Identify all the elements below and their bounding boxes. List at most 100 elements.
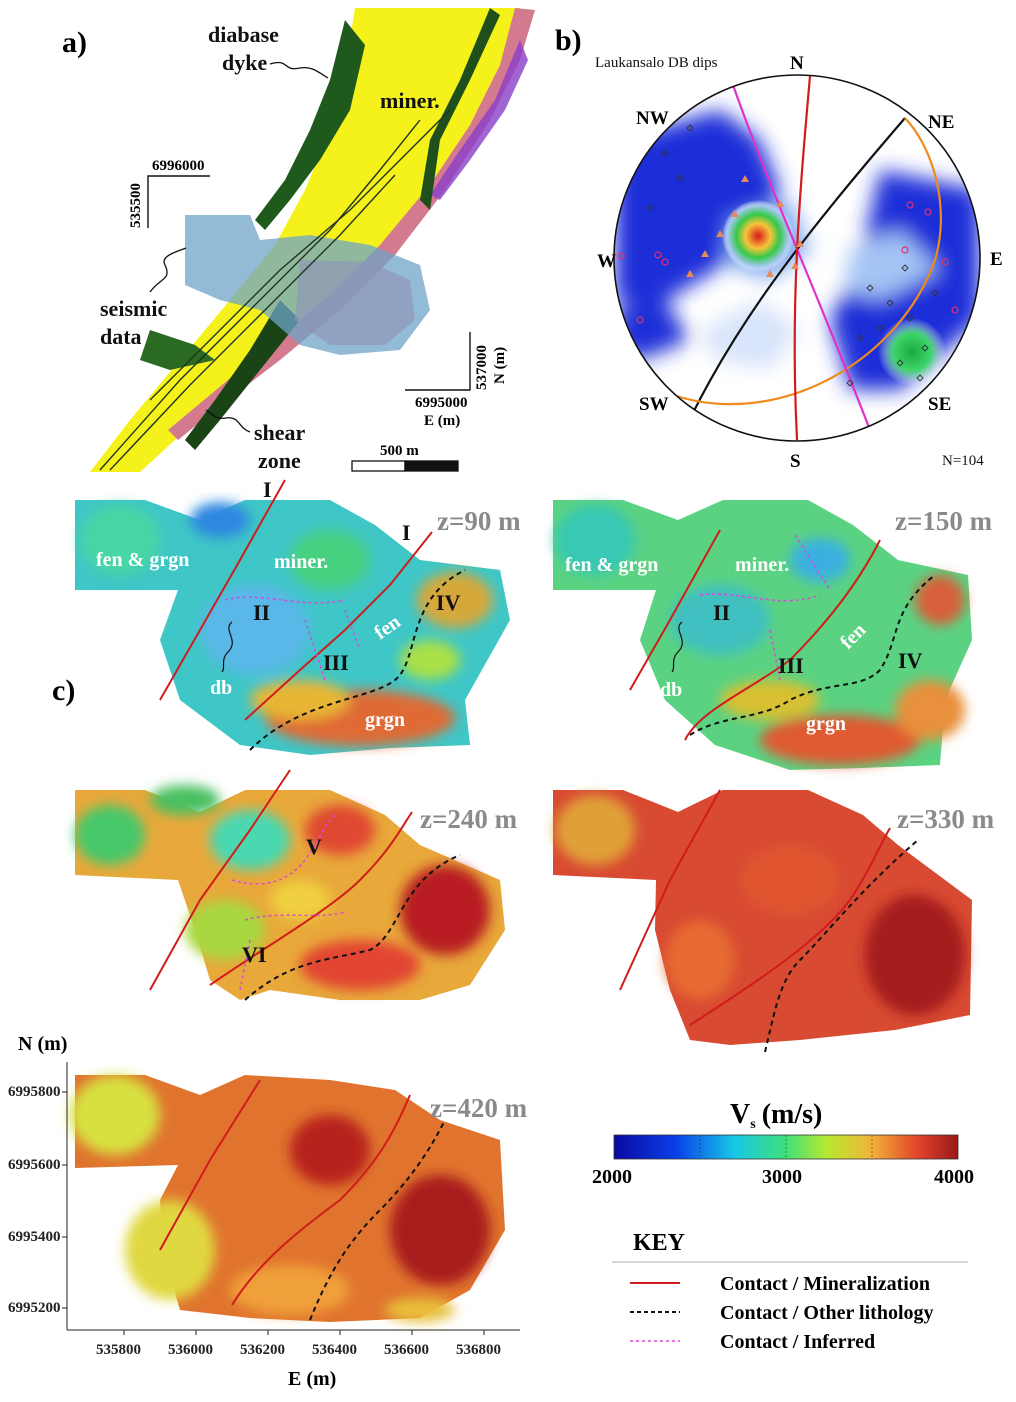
- depth-slice-z240: [75, 785, 505, 1000]
- label-I-west-z90: I: [263, 477, 272, 502]
- depth-slice-z420: [70, 1075, 505, 1322]
- contact-inferred-z150: [699, 534, 831, 681]
- x-tick-536200: 536200: [240, 1342, 285, 1358]
- label-I-east-z90: I: [402, 520, 411, 545]
- label-II-z90: II: [253, 600, 270, 625]
- label-VI-z240: VI: [242, 942, 266, 967]
- label-diabase: diabase: [208, 22, 279, 47]
- stereonet-density: [614, 75, 980, 441]
- density-maximum-2: [878, 318, 946, 386]
- contact-mineralization-east-z420: [231, 1094, 411, 1306]
- x-axis-title: E (m): [288, 1368, 336, 1390]
- label-data: data: [100, 324, 142, 349]
- coord-br-n: 537000: [474, 345, 490, 390]
- panel-c-letter: c): [52, 674, 75, 707]
- pole-count: N=104: [942, 453, 984, 469]
- contact-other-z150: [689, 574, 936, 736]
- depth-slice-z150: [553, 500, 972, 770]
- coord-tl-n: 535500: [128, 183, 144, 228]
- dir-nw: NW: [636, 108, 669, 129]
- dyke-3: [185, 300, 300, 450]
- contact-mineralization-east-z150: [684, 539, 881, 741]
- contact-other-z330: [764, 839, 919, 1053]
- density-maximum-1: [722, 200, 794, 272]
- seismic-leader: [149, 247, 187, 293]
- y-tick-6995400: 6995400: [8, 1229, 61, 1245]
- depth-label-z240: z=240 m: [420, 804, 518, 834]
- contact-mineralization-west-z330: [619, 789, 721, 991]
- great-circle-red: [793, 75, 812, 441]
- contact-other-z90: [249, 569, 466, 751]
- label-seismic: seismic: [100, 296, 167, 321]
- depth-slice-z90: [75, 500, 510, 755]
- dir-se: SE: [928, 394, 951, 415]
- coord-br-n-unit: N (m): [492, 347, 508, 384]
- label-grgn-z90: grgn: [365, 709, 405, 731]
- x-tick-536600: 536600: [384, 1342, 429, 1358]
- colorbar-tick-4000: 4000: [934, 1166, 974, 1188]
- contact-lines: [149, 479, 936, 1321]
- contact-mineralization-east-z330: [689, 827, 891, 1026]
- dyke-2: [420, 8, 500, 210]
- shear-zone-purple: [430, 40, 528, 200]
- key-title: KEY: [633, 1230, 685, 1256]
- label-miner-z150: miner.: [735, 554, 789, 576]
- contact-mineralization-east-z240: [209, 811, 413, 986]
- label-III-z150: III: [778, 653, 804, 678]
- key-legend: KEY Contact / Mineralization Contact / O…: [612, 1230, 968, 1353]
- label-fen-grgn-z90: fen & grgn: [96, 549, 189, 571]
- dyke-1: [255, 20, 365, 230]
- y-tick-6995200: 6995200: [8, 1300, 61, 1316]
- label-shear: shear: [254, 420, 306, 445]
- colorbar-title: Vs (m/s): [730, 1099, 822, 1132]
- scalebar-black: [404, 460, 459, 472]
- stereonet-circle: [613, 74, 981, 442]
- scalebar-white: [351, 460, 406, 472]
- coord-corner-tl: [147, 175, 210, 228]
- db-leader-z150: [671, 621, 683, 673]
- key-label-mineralization: Contact / Mineralization: [720, 1273, 930, 1295]
- depth-label-z90: z=90 m: [437, 506, 521, 536]
- panel-a-letter: a): [62, 26, 87, 59]
- label-db-z90: db: [210, 677, 232, 699]
- contact-inferred-z90: [224, 596, 361, 681]
- panel-a: a) diabase dyke miner. seismic data shea…: [62, 8, 535, 473]
- label-dyke: dyke: [222, 50, 267, 75]
- dyke-4: [140, 330, 215, 370]
- contact-mineralization-west-z420: [159, 1079, 261, 1251]
- pole-circles: [617, 201, 959, 324]
- dyke-leader: [269, 61, 329, 79]
- depth-label-z330: z=330 m: [897, 804, 995, 834]
- label-db-z150: db: [660, 679, 682, 701]
- db-leader-z90: [221, 621, 233, 673]
- contact-mineralization-I-west-z90: [159, 479, 286, 701]
- contact-mineralization-I-east-z90: [244, 531, 433, 721]
- key-label-other: Contact / Other lithology: [720, 1302, 934, 1324]
- stereonet-title: Laukansalo DB dips: [595, 55, 718, 71]
- lineaments: [99, 109, 451, 471]
- pole-diamonds: [646, 124, 939, 387]
- dir-w: W: [597, 251, 616, 272]
- label-grgn-z150: grgn: [806, 713, 846, 735]
- seismic-data-volume-2: [295, 260, 415, 345]
- label-fen-grgn-z150: fen & grgn: [565, 554, 658, 576]
- contact-mineralization-west-z150: [629, 529, 721, 691]
- colorbar-tick-2000: 2000: [592, 1166, 632, 1188]
- shear-leader: [205, 409, 251, 433]
- great-circle-orange: [672, 117, 942, 406]
- dir-ne: NE: [928, 112, 954, 133]
- depth-label-z420: z=420 m: [430, 1093, 528, 1123]
- y-axis-title: N (m): [18, 1033, 67, 1055]
- label-V-z240: V: [306, 834, 322, 859]
- dir-n: N: [790, 53, 804, 74]
- scalebar-label: 500 m: [380, 443, 419, 459]
- axes-z420: N (m) 6995800 6995600 6995400 6995200 53…: [8, 1033, 520, 1390]
- label-miner-z90: miner.: [274, 551, 328, 573]
- depth-label-z150: z=150 m: [895, 506, 993, 536]
- colorbar: Vs (m/s) 2000 3000 4000: [592, 1099, 974, 1188]
- label-IV-z90: IV: [436, 590, 461, 615]
- x-tick-535800: 535800: [96, 1342, 141, 1358]
- coord-br-e: 6995000: [415, 395, 468, 411]
- x-tick-536400: 536400: [312, 1342, 357, 1358]
